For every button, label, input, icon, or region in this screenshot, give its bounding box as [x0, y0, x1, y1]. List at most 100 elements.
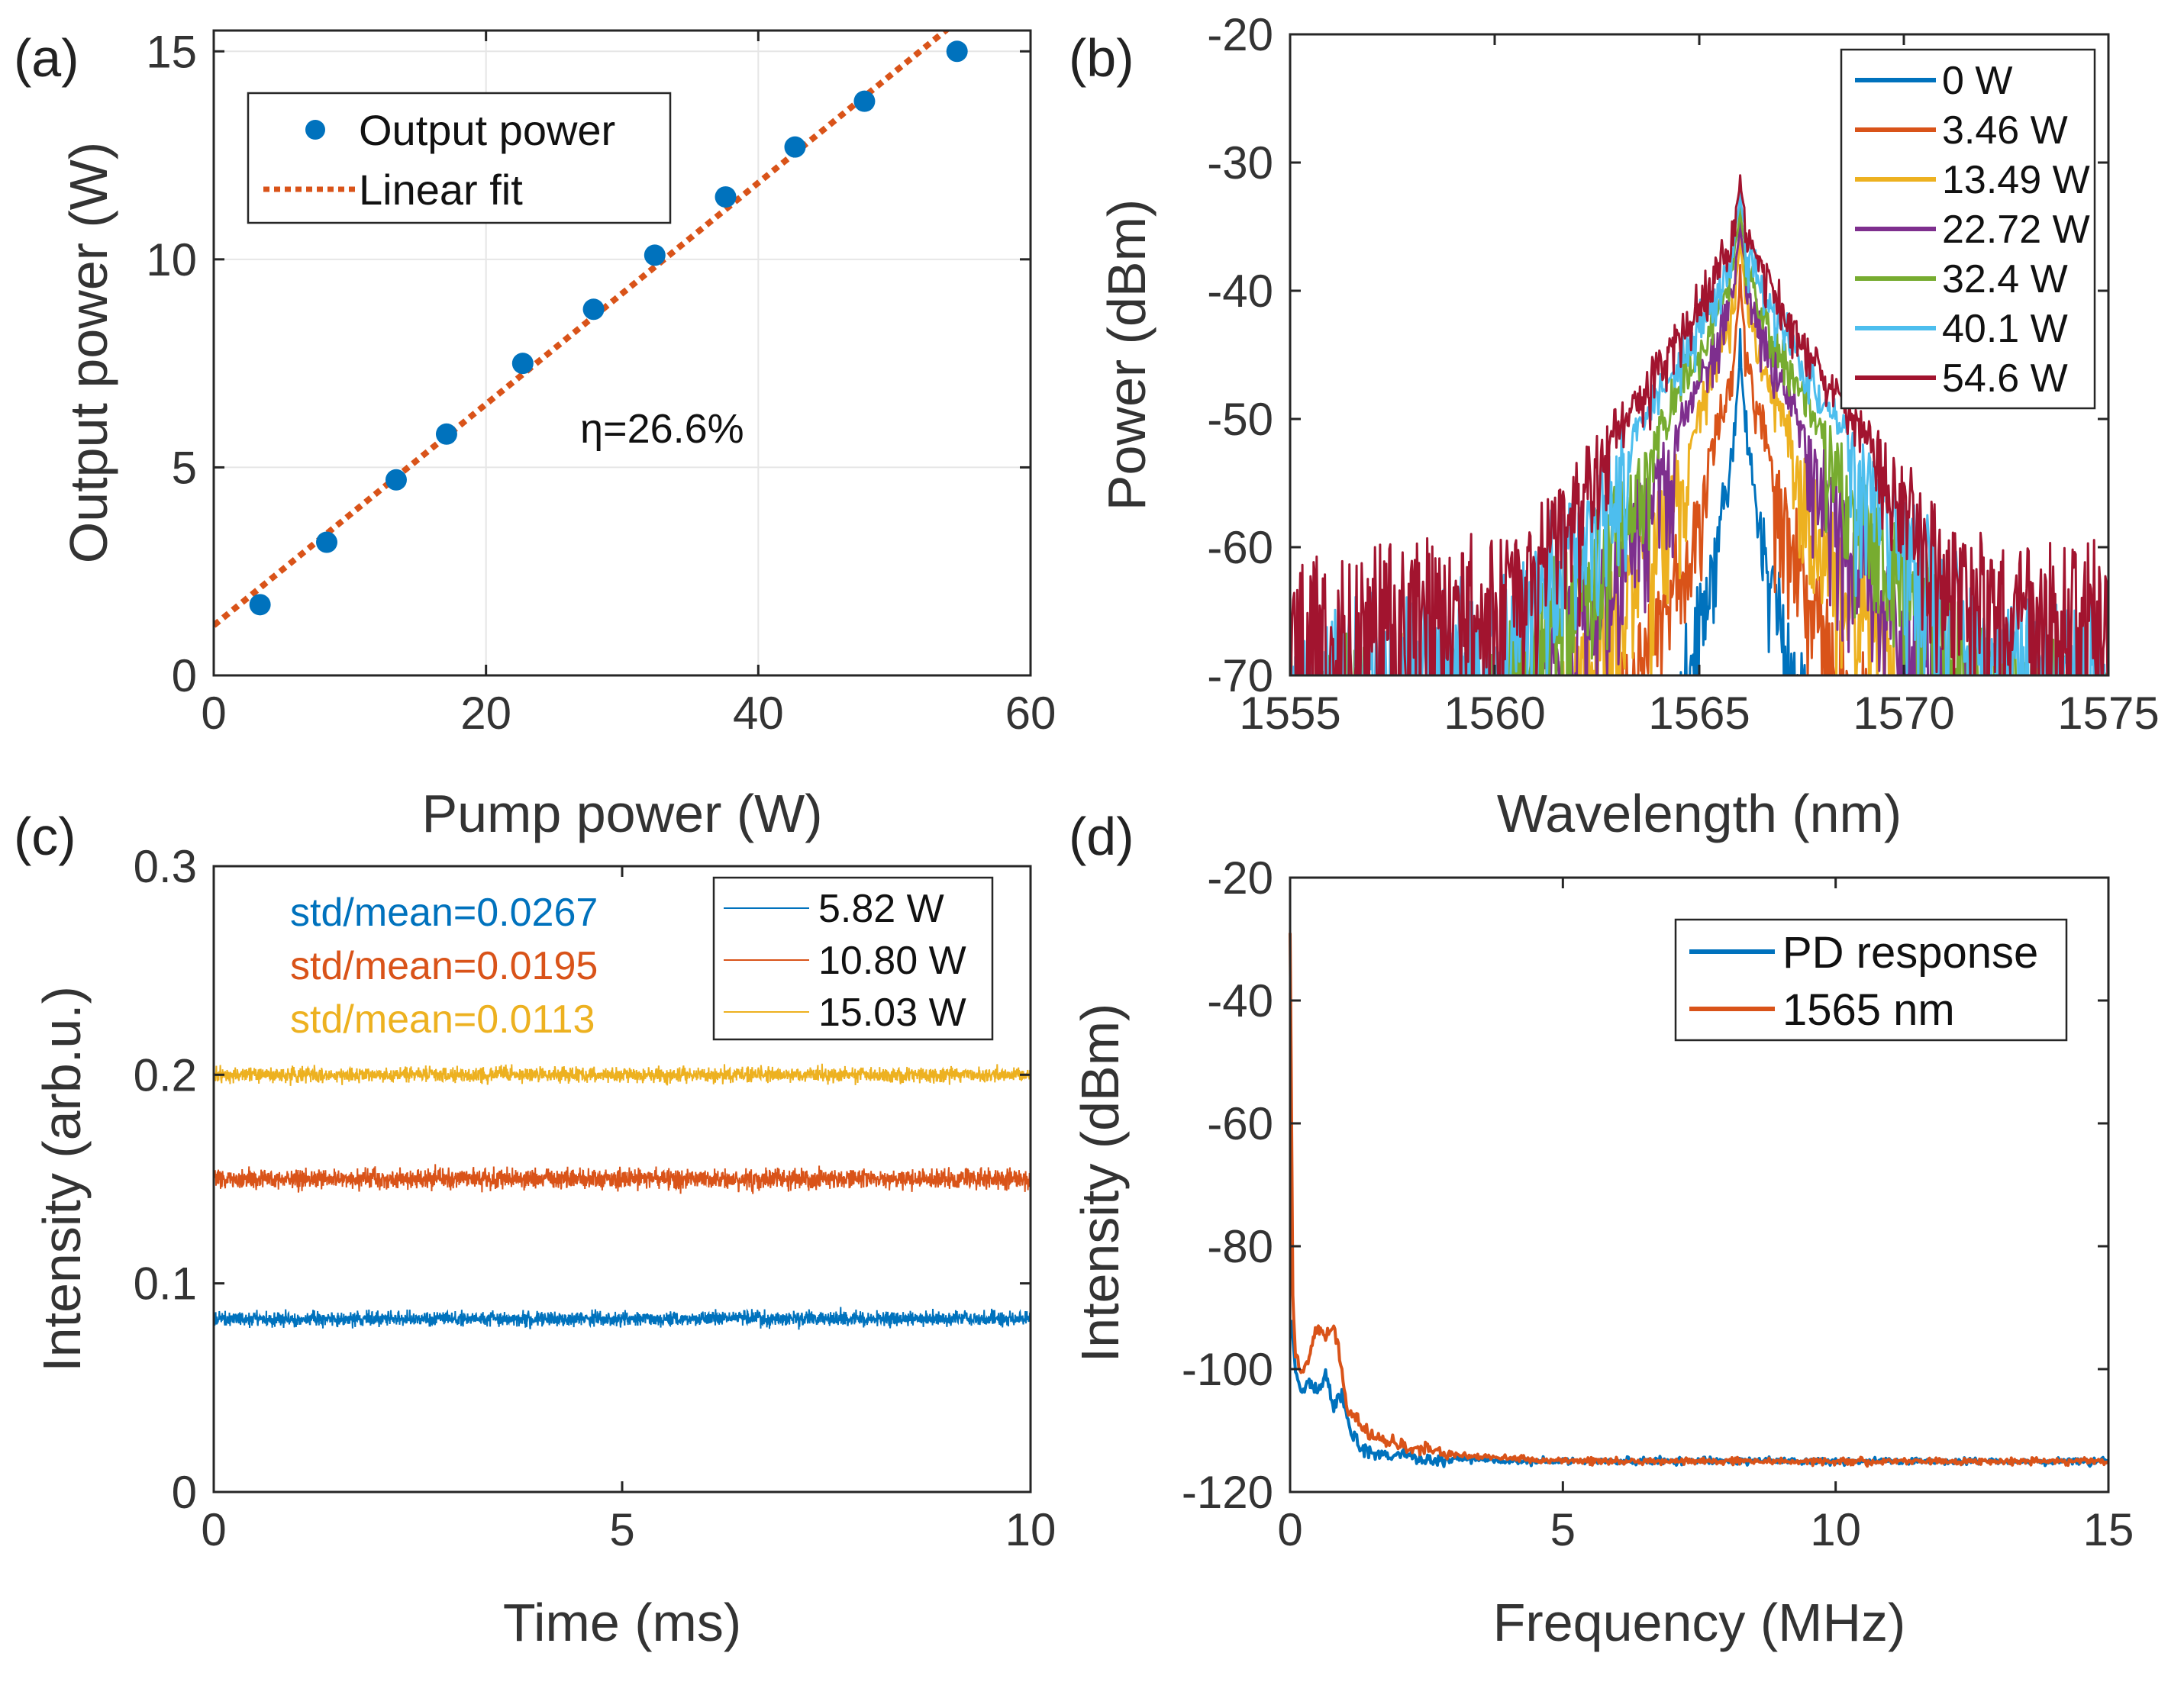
panel-b-marks — [1290, 174, 2108, 675]
panel-a-ylabel: Output power (W) — [59, 142, 118, 563]
legend-label-pd-response: PD response — [1782, 928, 2038, 978]
rf-spectrum-line-1 — [1289, 1320, 2110, 1468]
spectrum-line-7 — [1290, 174, 2108, 675]
x-tick-label: 0 — [1277, 1504, 1302, 1555]
y-tick-label: -100 — [1182, 1344, 1273, 1395]
y-tick-label: 0.3 — [134, 841, 197, 892]
x-tick-label: 1575 — [2057, 688, 2159, 739]
x-tick-label: 60 — [1005, 688, 1057, 739]
output-power-point — [435, 423, 457, 445]
spectrum-line-3 — [1560, 225, 1920, 675]
x-tick-label: 5 — [609, 1504, 634, 1555]
legend-label-output-power: Output power — [359, 106, 615, 154]
intensity-trace-1 — [213, 1307, 1031, 1330]
panel-c-xlabel: Time (ms) — [503, 1593, 741, 1652]
y-tick-label: -60 — [1207, 1098, 1273, 1149]
output-power-point — [644, 244, 666, 266]
panel-a-legend-box — [247, 92, 672, 224]
panel-b-xlabel: Wavelength (nm) — [1497, 784, 1902, 843]
legend-label-10-80w: 10.80 W — [818, 939, 966, 983]
panel-d: (d) 0 5 10 15 -120 -100 -80 -60 -40 -20 Frequency… — [1069, 807, 2134, 1652]
panel-a-marks — [214, 31, 968, 628]
spectrum-line-1 — [1679, 327, 1806, 675]
x-tick-label: 0 — [201, 1504, 226, 1555]
panel-a-grid — [214, 31, 1031, 675]
panel-a-xlabel: Pump power (W) — [421, 784, 822, 843]
panel-a-annotation: η=26.6% — [580, 406, 744, 452]
panel-a-ticks: 0 20 40 60 0 5 10 15 — [146, 26, 1056, 739]
y-tick-label: -60 — [1207, 522, 1273, 573]
panel-c-marks — [213, 1063, 1031, 1330]
panel-d-ylabel: Intensity (dBm) — [1070, 1004, 1130, 1363]
spectrum-line-4 — [1515, 212, 1967, 675]
legend-label-spectrum: 0 W — [1942, 59, 2012, 103]
output-power-point — [715, 186, 737, 208]
output-power-point — [385, 469, 407, 491]
y-tick-label: 5 — [172, 442, 197, 493]
output-power-point — [316, 531, 338, 553]
panel-a: (a) 0 20 40 60 0 5 10 15 Pump power (W) Output … — [14, 26, 1056, 843]
panel-c-label: (c) — [14, 807, 76, 866]
x-tick-label: 1570 — [1853, 688, 1954, 739]
panel-c-annotation-3: std/mean=0.0113 — [290, 997, 595, 1042]
y-tick-label: -80 — [1207, 1221, 1273, 1272]
panel-c-annotation-1: std/mean=0.0267 — [290, 891, 598, 935]
legend-label-5-82w: 5.82 W — [818, 887, 944, 931]
panel-d-axes-box — [1289, 876, 2110, 1494]
legend-label-spectrum: 40.1 W — [1942, 307, 2068, 351]
output-power-point — [249, 594, 271, 616]
y-tick-label: 15 — [146, 26, 197, 77]
panel-b-ticks: 1555 1560 1565 1570 1575 -70 -60 -50 -40 -30 -20 — [1207, 9, 2159, 739]
panel-b: (b) 1555 1560 1565 1570 1575 -70 -60 -50 -40 -30 -… — [1069, 9, 2160, 843]
panel-d-label: (d) — [1069, 807, 1134, 866]
panel-c: (c) 0 5 10 0 0.1 0.2 0.3 Time (ms) Intensity (… — [14, 807, 1056, 1652]
legend-label-linear-fit: Linear fit — [359, 166, 523, 214]
y-tick-label: 0.1 — [134, 1258, 197, 1310]
y-tick-label: -40 — [1207, 266, 1273, 317]
legend-swatch-output-power — [305, 120, 325, 140]
y-tick-label: 10 — [146, 234, 197, 285]
legend-label-15-03w: 15.03 W — [818, 991, 966, 1035]
y-tick-label: 0.2 — [134, 1049, 197, 1100]
legend-label-spectrum: 3.46 W — [1942, 108, 2068, 153]
rf-spectrum-line-2 — [1289, 933, 2109, 1468]
x-tick-label: 20 — [460, 688, 511, 739]
x-tick-label: 10 — [1810, 1504, 1861, 1555]
y-tick-label: -20 — [1207, 852, 1273, 904]
y-tick-label: -120 — [1182, 1467, 1273, 1518]
y-tick-label: 0 — [172, 650, 197, 701]
linear-fit-line — [214, 31, 951, 628]
x-tick-label: 5 — [1550, 1504, 1576, 1555]
y-tick-label: -30 — [1207, 137, 1273, 188]
intensity-trace-2 — [213, 1164, 1031, 1194]
x-tick-label: 1555 — [1239, 688, 1340, 739]
x-tick-label: 1560 — [1444, 688, 1545, 739]
x-tick-label: 10 — [1005, 1504, 1057, 1555]
legend-label-1565nm: 1565 nm — [1782, 985, 1955, 1035]
output-power-point — [582, 298, 605, 321]
panel-d-ticks: 0 5 10 15 -120 -100 -80 -60 -40 -20 — [1182, 852, 2134, 1555]
panel-b-ylabel: Power (dBm) — [1097, 199, 1157, 511]
spectrum-line-2 — [1621, 263, 1868, 675]
output-power-point — [511, 353, 534, 375]
x-tick-label: 40 — [733, 688, 784, 739]
legend-label-spectrum: 13.49 W — [1942, 158, 2090, 202]
intensity-trace-3 — [213, 1063, 1031, 1086]
panel-c-ticks: 0 5 10 0 0.1 0.2 0.3 — [134, 841, 1057, 1555]
panel-b-label: (b) — [1069, 28, 1134, 88]
legend-label-spectrum: 54.6 W — [1942, 356, 2068, 401]
output-power-point — [784, 136, 806, 158]
panel-a-label: (a) — [14, 28, 79, 88]
panel-c-ylabel: Intensity (arb.u.) — [32, 986, 92, 1372]
y-tick-label: -20 — [1207, 9, 1273, 60]
panel-d-xlabel: Frequency (MHz) — [1493, 1593, 1906, 1652]
y-tick-label: -40 — [1207, 975, 1273, 1026]
panel-c-annotation-2: std/mean=0.0195 — [290, 944, 598, 988]
panel-d-legend-box — [1674, 918, 2068, 1042]
panel-a-legend: Output power Linear fit — [247, 92, 672, 224]
legend-label-spectrum: 32.4 W — [1942, 257, 2068, 301]
y-tick-label: -70 — [1207, 650, 1273, 701]
x-tick-label: 15 — [2083, 1504, 2134, 1555]
y-tick-label: 0 — [172, 1467, 197, 1518]
